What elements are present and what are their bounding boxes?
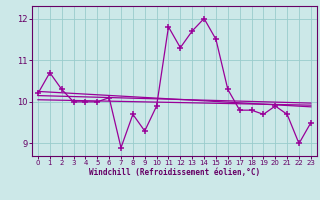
X-axis label: Windchill (Refroidissement éolien,°C): Windchill (Refroidissement éolien,°C): [89, 168, 260, 177]
